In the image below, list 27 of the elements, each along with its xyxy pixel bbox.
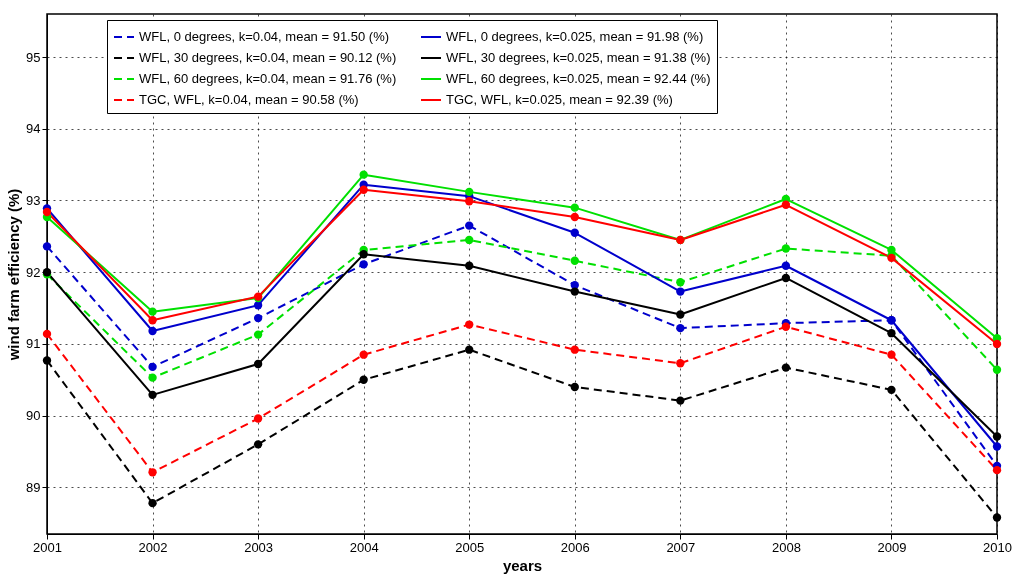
y-tick-label: 95 [26, 49, 41, 65]
y-tick-label: 89 [26, 479, 41, 495]
x-tick-label: 2004 [349, 539, 379, 555]
x-tick-label: 2003 [244, 539, 274, 555]
x-tick-label: 2001 [33, 539, 62, 555]
x-tick-label: 2002 [138, 539, 168, 555]
y-tick-label: 94 [26, 121, 41, 137]
y-tick-label: 92 [26, 264, 41, 280]
y-tick-label: 91 [26, 336, 41, 352]
legend-label: WFL, 0 degrees, k=0.04, mean = 91.50 (%) [139, 29, 390, 44]
x-axis-title: years [502, 556, 543, 574]
y-tick-label: 93 [26, 192, 41, 208]
x-tick-label: 2009 [877, 539, 907, 555]
legend-label: WFL, 60 degrees, k=0.04, mean = 91.76 (%) [139, 71, 397, 86]
legend-label: TGC, WFL, k=0.04, mean = 90.58 (%) [139, 92, 359, 107]
legend-label: WFL, 60 degrees, k=0.025, mean = 92.44 (%) [446, 71, 711, 86]
y-axis-title: wind farm efficiency (%) [5, 188, 23, 362]
y-tick-label: 90 [26, 408, 41, 424]
x-tick-label: 2010 [983, 539, 1012, 555]
x-tick-label: 2006 [560, 539, 590, 555]
x-tick-label: 2007 [666, 539, 696, 555]
legend-label: WFL, 30 degrees, k=0.04, mean = 90.12 (%) [139, 50, 397, 65]
x-tick-label: 2005 [455, 539, 485, 555]
legend-label: WFL, 30 degrees, k=0.025, mean = 91.38 (%) [446, 50, 711, 65]
legend-label: WFL, 0 degrees, k=0.025, mean = 91.98 (%) [446, 29, 704, 44]
x-tick-label: 2008 [771, 539, 801, 555]
legend-label: TGC, WFL, k=0.025, mean = 92.39 (%) [446, 92, 673, 107]
